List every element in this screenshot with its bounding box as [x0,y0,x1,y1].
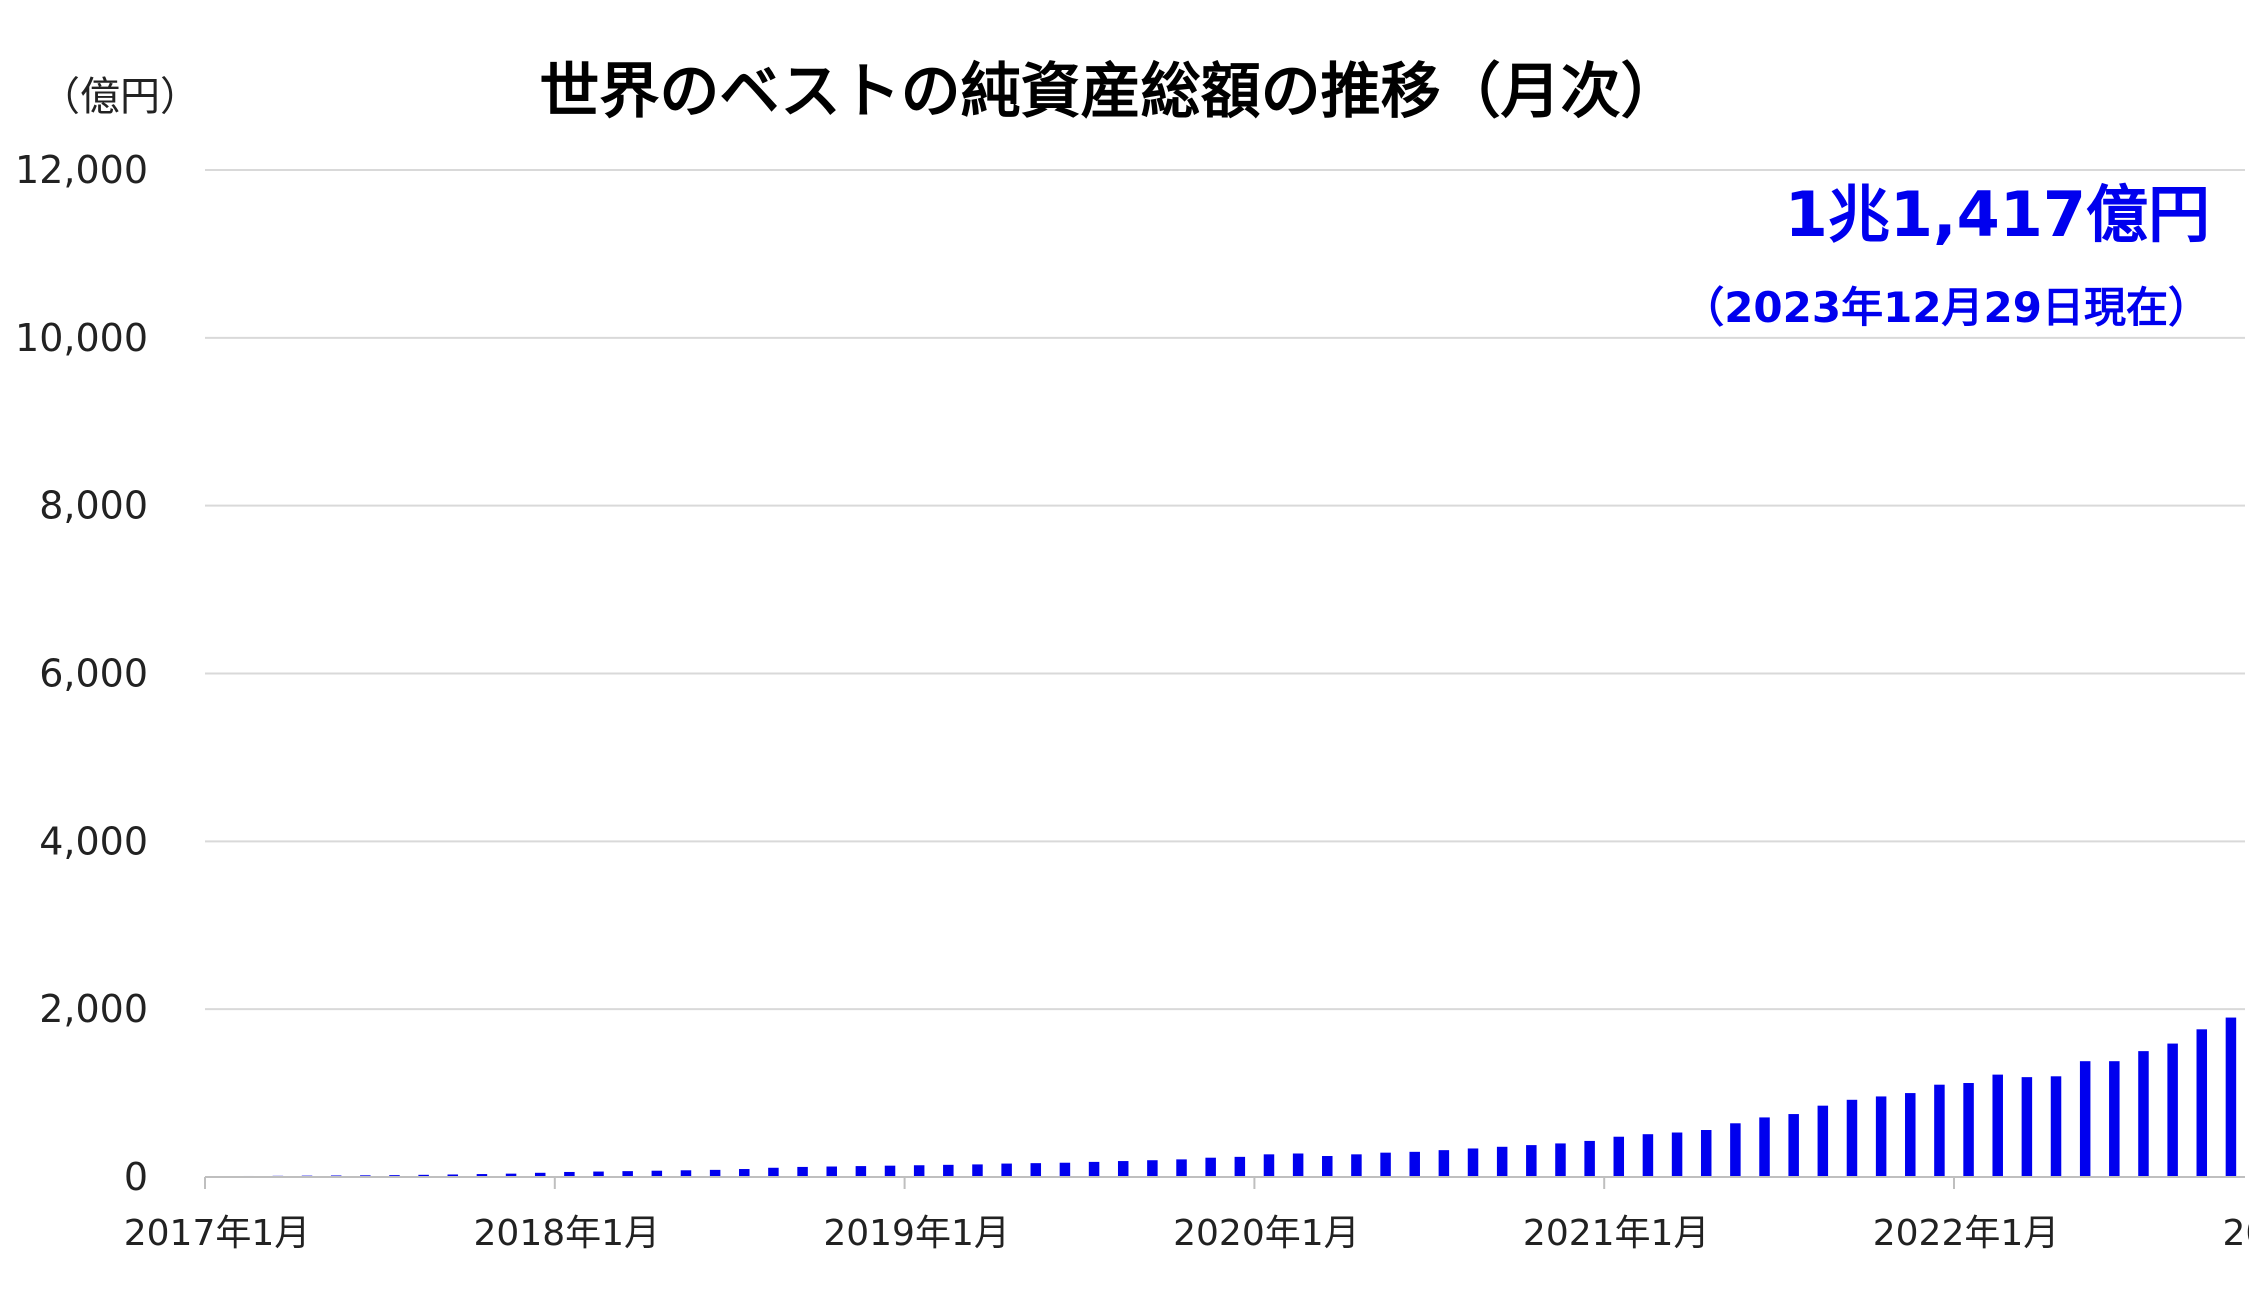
x-tick-label: 2022年1月 [1873,1213,2060,1254]
bar [1555,1143,1566,1177]
bar [1700,1130,1712,1177]
annotation-date: （2023年12月29日現在） [1682,283,2210,332]
x-tick-label: 2017年1月 [124,1213,311,1254]
bar [2109,1061,2120,1177]
annotation-total: 1兆1,417億円 [1785,178,2210,251]
bar [1322,1156,1333,1177]
bars [214,1017,2237,1178]
y-tick-label: 4,000 [39,819,148,863]
bar [1875,1096,1887,1177]
x-tick-label: 2023年1月 [2223,1213,2249,1254]
bar [1963,1083,1974,1177]
bar [1817,1105,1829,1177]
bar [797,1166,808,1177]
bar [855,1166,867,1177]
bar [1205,1157,1216,1177]
bar [1409,1151,1420,1177]
bar [768,1167,779,1177]
bar [2079,1061,2091,1177]
bar [2196,1029,2208,1177]
bar [1642,1134,1654,1177]
bar [1001,1163,1012,1177]
x-tick-label: 2021年1月 [1523,1213,1710,1254]
bar [826,1166,837,1177]
bar [1730,1123,1741,1177]
bar [593,1171,604,1177]
chart-title: 世界のベストの純資産総額の推移（月次） [539,57,1680,127]
bar [1030,1163,1042,1177]
bar [476,1174,488,1177]
bar [2225,1017,2237,1177]
bar [913,1165,925,1177]
bar [1759,1117,1770,1177]
bar [1147,1160,1158,1177]
bar [709,1169,721,1177]
bar [2167,1043,2178,1177]
bar [418,1174,429,1177]
gridlines [205,169,2245,1011]
y-tick-label: 6,000 [39,652,148,696]
y-tick-label: 0 [124,1155,148,1199]
y-tick-label: 8,000 [39,484,148,528]
bar [884,1165,896,1177]
bar [1671,1132,1683,1177]
y-unit-label: （億円） [40,74,200,120]
bar [1117,1161,1129,1177]
axes: 0 2,000 4,000 6,000 8,000 10,000 12,000 2017年1月… [15,148,2249,1254]
bar [1438,1150,1450,1177]
bar [564,1171,575,1177]
bar [2021,1077,2033,1177]
bar [739,1169,750,1177]
y-tick-label: 10,000 [15,316,148,360]
bar [1292,1153,1304,1177]
bar [2138,1051,2149,1178]
bar [1788,1114,1799,1177]
bar [1351,1154,1362,1177]
x-tick-label: 2020年1月 [1173,1213,1360,1254]
bar [651,1170,663,1177]
bar [972,1164,983,1177]
y-tick-label: 12,000 [15,148,148,192]
bar [1934,1084,1945,1177]
bar [1088,1161,1100,1177]
bar [1176,1159,1187,1177]
bar [1846,1099,1858,1177]
bar [1613,1136,1625,1177]
x-tick-label: 2019年1月 [823,1213,1010,1254]
bar [1059,1162,1071,1177]
x-tick-label: 2018年1月 [474,1213,661,1254]
y-tick-label: 2,000 [39,987,148,1031]
bar [1526,1145,1537,1177]
bar [1496,1146,1508,1177]
bar [1263,1154,1275,1177]
bar [943,1164,954,1177]
bar [447,1174,459,1177]
bar [505,1173,517,1177]
bar [680,1170,692,1177]
bar [1234,1156,1246,1177]
bar [622,1171,633,1177]
bar [534,1172,546,1177]
bar [1905,1093,1916,1177]
bar [1992,1074,2003,1177]
bar [1380,1152,1391,1177]
bar [1467,1148,1479,1177]
bar [2050,1076,2062,1177]
bar [1584,1140,1595,1177]
